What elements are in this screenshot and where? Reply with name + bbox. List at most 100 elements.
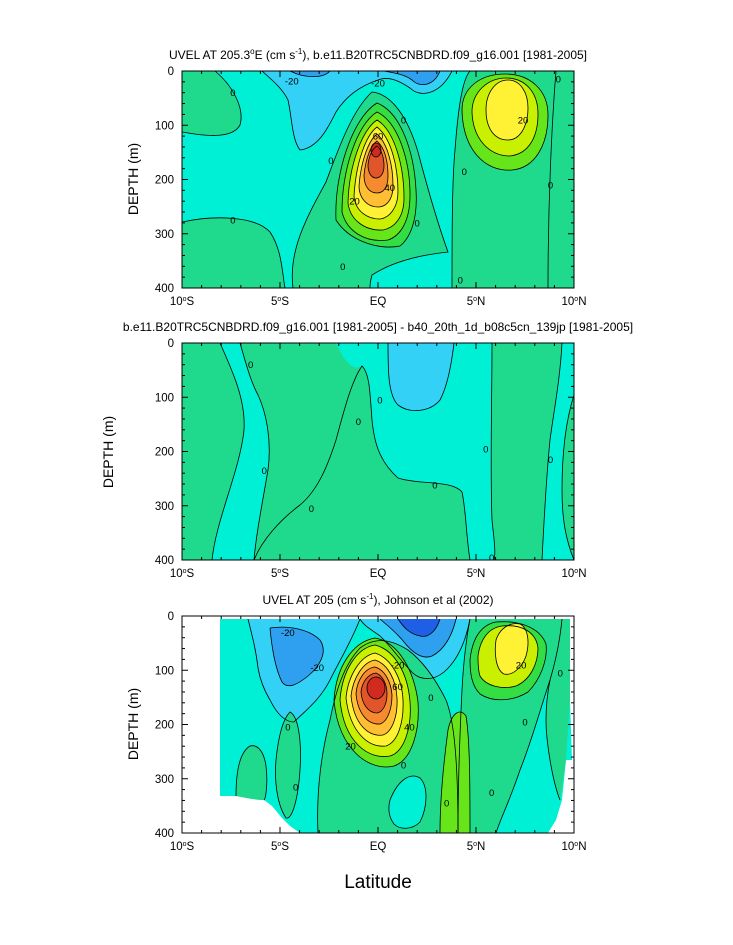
x-tick-label: 10oS [170, 296, 195, 308]
contour-label: 20 [349, 197, 360, 208]
contour-label: 0 [377, 395, 382, 406]
contour-label: 0 [248, 360, 253, 371]
y-tick-label: 100 [155, 392, 174, 404]
contour-label: 0 [415, 218, 420, 229]
panel-1-field: -20 -20 0 0 0 60 40 20 0 0 20 0 0 0 0 0 [182, 71, 574, 288]
contour-label: 0 [401, 761, 406, 772]
contour-label: 0 [483, 444, 488, 455]
contour-label: 0 [489, 788, 494, 799]
panel-1: UVEL AT 205.3oE (cm s-1), b.e11.B20TRC5C… [125, 47, 587, 308]
contour-label: 0 [356, 417, 361, 428]
contour-label: 20 [516, 660, 527, 671]
x-tick-label: 5oS [271, 296, 289, 308]
contour-label: 0 [428, 693, 433, 704]
contour-label: 20 [345, 742, 356, 753]
y-tick-label: 200 [155, 175, 174, 187]
deep-negative-patch [388, 776, 426, 829]
x-tick-label: 10oN [561, 841, 586, 853]
y-tick-label: 300 [155, 229, 174, 241]
y-tick-label: 0 [168, 338, 174, 350]
panel-3-field: -20 -20 -20 60 40 20 0 0 0 0 0 0 0 0 20 [182, 616, 574, 833]
contour-label: 0 [462, 167, 467, 178]
north-core-negative [388, 343, 454, 411]
contour-label: 0 [489, 553, 494, 564]
x-tick-label: 5oS [271, 841, 289, 853]
y-tick-label: 200 [155, 720, 174, 732]
contour-label: 0 [328, 156, 333, 167]
contour-label: -20 [285, 76, 299, 87]
central-positive-region [254, 366, 470, 560]
y-tick-label: 400 [155, 828, 174, 840]
y-tick-label: 400 [155, 555, 174, 567]
x-tick-label: EQ [370, 296, 387, 308]
contour-label: 0 [548, 455, 553, 466]
panel-3-title: UVEL AT 205 (cm s-1), Johnson et al (200… [262, 592, 493, 607]
contour-label: 0 [522, 717, 527, 728]
north-negative-region [336, 343, 495, 560]
panel-2-ylabel: DEPTH (m) [100, 416, 116, 488]
contour-label: 40 [404, 723, 415, 734]
y-tick-label: 100 [155, 665, 174, 677]
y-tick-label: 200 [155, 447, 174, 459]
contour-label: 0 [230, 88, 235, 99]
panel-1-contour-labels: -20 -20 0 0 0 60 40 20 0 0 20 0 0 0 0 0 [230, 75, 561, 287]
panel-2-axes: 10oS 5oS EQ 5oN 10oN 0 100 200 300 400 [155, 338, 587, 580]
contour-label: 0 [262, 466, 267, 477]
y-tick-label: 300 [155, 501, 174, 513]
lower-positive-band [440, 712, 470, 833]
x-tick-label: 5oN [467, 841, 486, 853]
contour-label: -20 [391, 660, 405, 671]
panel-2-field: 0 0 0 0 0 0 0 0 0 [182, 343, 574, 564]
contour-label: 0 [285, 723, 290, 734]
necc-30-region [486, 80, 528, 140]
contour-label: 0 [458, 275, 463, 286]
southwest-deep-region [182, 217, 285, 288]
contour-label: 0 [293, 782, 298, 793]
east-edge-region [548, 71, 574, 288]
contour-label: -20 [371, 78, 385, 89]
panel-1-contour-lines [182, 71, 557, 288]
panel-3: UVEL AT 205 (cm s-1), Johnson et al (200… [125, 592, 587, 853]
contour-label: 0 [340, 262, 345, 273]
contour-label: 20 [518, 115, 529, 126]
panel-2: b.e11.B20TRC5CNBDRD.f09_g16.001 [1981-20… [100, 320, 633, 580]
panel-2-contour-labels: 0 0 0 0 0 0 0 0 0 [248, 360, 553, 564]
panel-2-contour-lines [211, 343, 574, 560]
panel-3-ylabel: DEPTH (m) [125, 688, 141, 760]
contour-label: 0 [444, 799, 449, 810]
contour-label: 0 [548, 180, 553, 191]
y-tick-label: 0 [168, 66, 174, 78]
sec-north-region [384, 71, 440, 85]
x-axis-label: Latitude [344, 872, 412, 893]
euc-core [367, 677, 385, 699]
euc-core [371, 143, 381, 157]
x-tick-label: 10oN [561, 296, 586, 308]
contour-label: 40 [384, 183, 395, 194]
y-tick-label: 400 [155, 283, 174, 295]
sec-north-20-region [380, 619, 456, 658]
x-tick-label: EQ [370, 568, 387, 580]
x-tick-label: 5oS [271, 568, 289, 580]
x-tick-label: 5oN [467, 568, 486, 580]
contour-label: -20 [281, 628, 295, 639]
x-tick-label: 5oN [467, 296, 486, 308]
east-positive-band [546, 619, 570, 800]
contour-label: 0 [558, 668, 563, 679]
necc-30-region [495, 623, 528, 675]
sec-north-30-region [398, 619, 440, 637]
contour-label: -20 [310, 663, 324, 674]
contour-label: 0 [556, 75, 561, 86]
y-tick-label: 0 [168, 611, 174, 623]
panel-1-ylabel: DEPTH (m) [125, 143, 141, 215]
y-tick-label: 100 [155, 120, 174, 132]
west-positive-patch-2 [275, 712, 301, 819]
contour-label: 0 [432, 481, 437, 492]
x-tick-label: EQ [370, 841, 387, 853]
west-positive-region [182, 71, 242, 136]
x-tick-label: 10oS [170, 841, 195, 853]
contour-label: 0 [230, 216, 235, 227]
panel-3-contour-lines [235, 618, 563, 833]
sec-20-region [270, 627, 324, 686]
contour-label: 60 [373, 132, 384, 143]
